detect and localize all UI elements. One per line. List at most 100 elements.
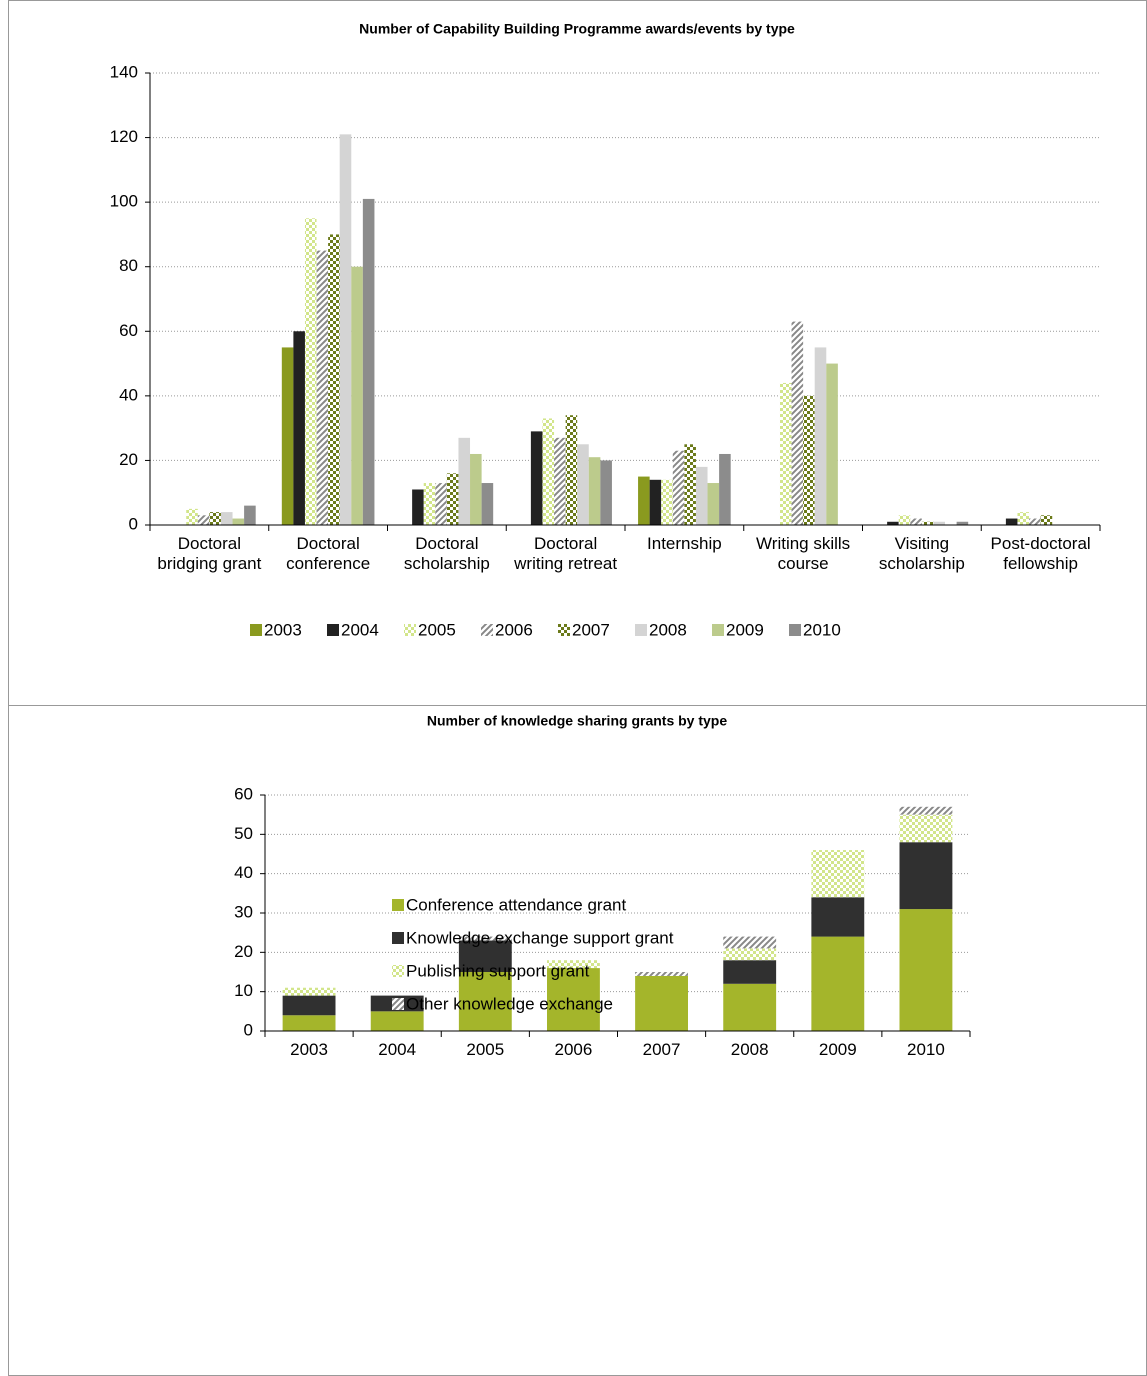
- y-tick-label: 80: [119, 256, 138, 275]
- x-tick-label: 2003: [290, 1040, 328, 1059]
- x-tick-label: 2009: [818, 1040, 857, 1059]
- bar: [803, 395, 815, 525]
- bar-segment: [370, 1011, 424, 1031]
- legend-label: Knowledge exchange support grant: [406, 928, 674, 947]
- bar-segment: [811, 850, 865, 898]
- bar: [351, 266, 363, 525]
- bar: [542, 418, 555, 525]
- y-tick-label: 20: [234, 942, 253, 961]
- bar: [719, 453, 731, 525]
- bar: [898, 515, 911, 525]
- bar: [600, 460, 612, 525]
- bar: [316, 250, 329, 526]
- bar-segment: [282, 1015, 336, 1031]
- legend-label: 2003: [264, 620, 302, 639]
- bar: [1005, 518, 1018, 525]
- legend-swatch: [558, 624, 570, 636]
- bar-segment: [811, 897, 865, 937]
- y-tick-label: 40: [234, 863, 253, 882]
- bar: [956, 521, 969, 525]
- bar: [328, 234, 340, 525]
- bar: [293, 331, 305, 525]
- bar: [220, 512, 233, 525]
- bar-segment: [282, 987, 336, 996]
- bar-segment: [723, 960, 777, 984]
- legend-label: 2008: [649, 620, 687, 639]
- panel: [8, 0, 1147, 706]
- y-tick-label: 60: [119, 321, 138, 340]
- legend-swatch: [392, 998, 404, 1010]
- y-tick-label: 50: [234, 824, 253, 843]
- x-tick-label: Writing skills course: [756, 534, 851, 573]
- bar-segment: [635, 972, 688, 976]
- bar: [1017, 512, 1030, 525]
- bar-segment: [635, 975, 688, 1031]
- bar: [661, 479, 673, 525]
- legend-swatch: [481, 624, 493, 636]
- bar: [684, 444, 696, 525]
- bar: [638, 476, 650, 525]
- y-tick-label: 20: [119, 450, 138, 469]
- legend-swatch: [392, 965, 404, 977]
- bar: [577, 444, 589, 525]
- bar-segment: [899, 842, 953, 910]
- bar: [588, 457, 601, 525]
- bar-segment: [458, 972, 512, 1031]
- bar: [423, 483, 436, 525]
- bar-segment: [899, 814, 953, 843]
- legend-swatch: [712, 624, 724, 636]
- y-tick-label: 40: [119, 385, 138, 404]
- bar: [197, 515, 210, 525]
- bar: [412, 489, 424, 525]
- bar: [244, 505, 256, 525]
- y-tick-label: 30: [234, 902, 253, 921]
- legend-label: Conference attendance grant: [406, 895, 626, 914]
- bar: [826, 363, 838, 525]
- bar-segment: [547, 968, 600, 1031]
- legend-swatch: [404, 624, 416, 636]
- bar-segment: [811, 936, 865, 1031]
- bar-segment: [723, 948, 777, 961]
- bar: [695, 466, 708, 525]
- legend-swatch: [635, 624, 647, 636]
- bar: [186, 508, 198, 525]
- legend-label: Publishing support grant: [406, 961, 590, 980]
- bar: [481, 483, 494, 525]
- bar-segment: [458, 940, 512, 972]
- legend-label: 2004: [341, 620, 379, 639]
- bar: [921, 521, 934, 525]
- bar: [814, 347, 827, 525]
- bar: [779, 382, 792, 525]
- x-tick-label: 2006: [554, 1040, 593, 1059]
- x-tick-label: Visiting scholarship: [878, 534, 965, 573]
- bar: [530, 431, 543, 525]
- y-tick-label: 0: [244, 1020, 253, 1039]
- legend-label: Other knowledge exchange: [406, 994, 613, 1013]
- bar: [910, 518, 922, 525]
- bar: [565, 415, 578, 525]
- bar: [672, 450, 685, 525]
- bar-segment: [723, 983, 777, 1031]
- legend-label: 2007: [572, 620, 610, 639]
- x-tick-label: Post-doctoral fellowship: [990, 534, 1091, 573]
- bar: [554, 437, 566, 525]
- y-tick-label: 100: [110, 192, 138, 211]
- bar-segment: [899, 909, 953, 1031]
- legend-label: 2010: [803, 620, 841, 639]
- bar: [470, 453, 482, 525]
- bar: [887, 521, 899, 525]
- bar: [649, 479, 662, 525]
- chart-title: Number of knowledge sharing grants by ty…: [427, 713, 727, 729]
- bar-segment: [458, 936, 512, 941]
- bar: [707, 483, 720, 525]
- bar: [209, 512, 221, 525]
- x-tick-label: 2010: [907, 1040, 945, 1059]
- bar: [791, 321, 804, 525]
- chart-title: Number of Capability Building Programme …: [359, 21, 795, 37]
- legend-swatch: [250, 624, 262, 636]
- bar: [446, 473, 459, 525]
- y-tick-label: 140: [110, 62, 138, 81]
- x-tick-label: 2007: [642, 1040, 681, 1059]
